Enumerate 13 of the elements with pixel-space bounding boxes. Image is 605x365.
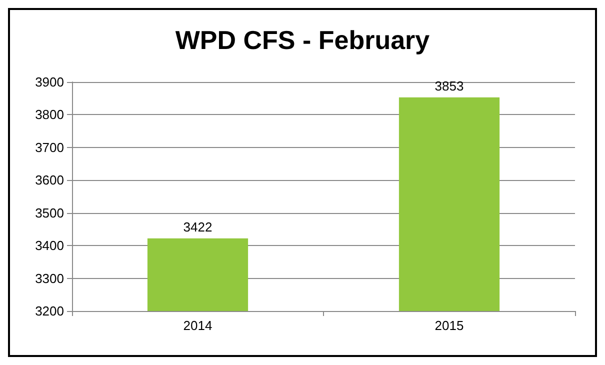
x-tick-label: 2015 [434,318,464,333]
y-tick-label: 3900 [35,74,64,90]
data-label: 3422 [183,219,212,234]
data-label: 3853 [434,78,464,94]
y-tick-label: 3700 [35,140,64,155]
y-tick-label: 3800 [35,107,64,122]
y-tick-label: 3500 [35,205,64,220]
y-tick-label: 3300 [35,270,64,286]
chart-title: WPD CFS - February [175,25,430,55]
y-tick-label: 3600 [35,172,64,188]
x-tick-label: 2014 [183,318,212,333]
y-tick-label: 3400 [35,238,64,254]
y-tick-label: 3200 [35,304,64,318]
